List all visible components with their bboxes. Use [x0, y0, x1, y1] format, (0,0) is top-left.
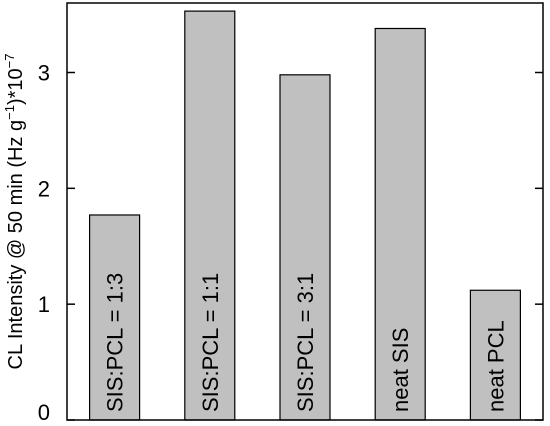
bar	[279, 74, 331, 421]
bar-category-label: neat PCL	[483, 320, 508, 412]
y-axis-label: CL Intensity @ 50 min (Hz g−1)*10−7	[2, 53, 27, 369]
y-axis-label-sup1: −1	[2, 105, 17, 120]
y-axis-label-sup2: −7	[2, 53, 17, 68]
bar	[184, 10, 236, 421]
bar	[88, 214, 141, 421]
y-tick-label: 0	[38, 400, 50, 425]
y-axis-label-main: CL Intensity @ 50 min (Hz g	[5, 120, 27, 370]
y-tick-label: 2	[38, 176, 50, 201]
plot-frame	[66, 2, 544, 421]
bars-group: SIS:PCL = 1:3 SIS:PCL = 1:1 SIS:PCL = 3:1 n…	[88, 10, 521, 421]
bar-category-label: SIS:PCL = 1:1	[198, 273, 223, 412]
bar-category-label: SIS:PCL = 3:1	[293, 273, 318, 412]
y-tick-label: 3	[38, 61, 50, 86]
y-axis-label-mid: )*10	[5, 68, 27, 105]
bar-category-label: SIS:PCL = 1:3	[103, 273, 128, 412]
bar	[374, 27, 426, 421]
y-tick-label: 1	[38, 292, 50, 317]
bar-category-label: neat SIS	[388, 328, 413, 412]
